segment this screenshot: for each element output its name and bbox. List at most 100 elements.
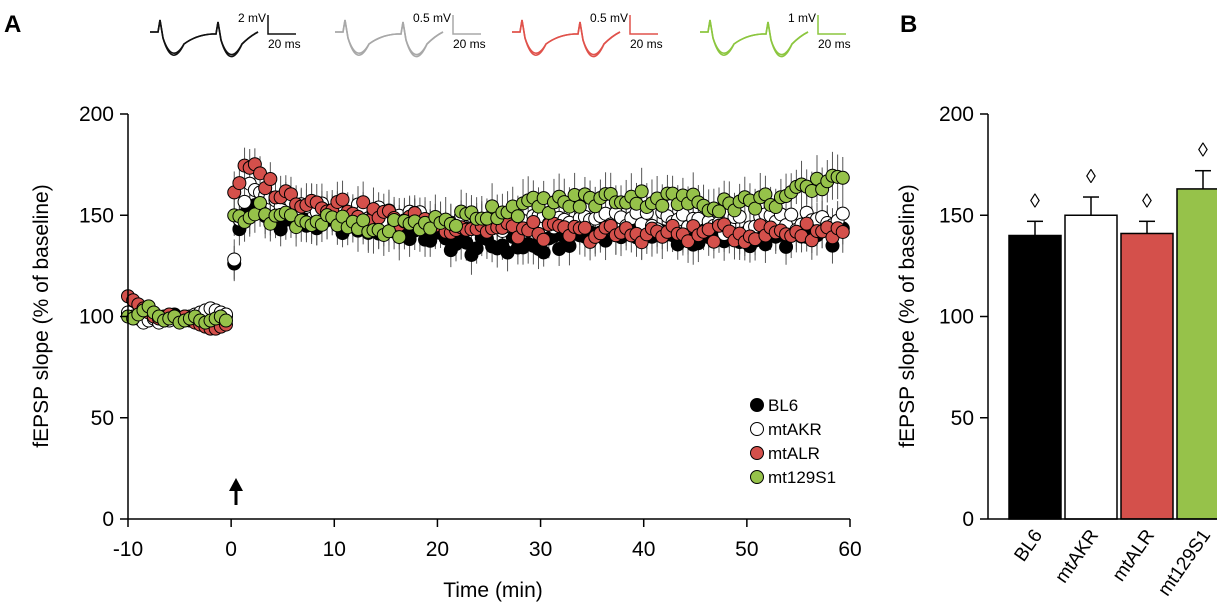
bar-category-label: mtALR: [1109, 526, 1160, 586]
x-tick-label-a: 60: [838, 538, 861, 561]
bar-category-label: mt129S1: [1154, 526, 1215, 600]
trace-waveform: [700, 19, 809, 56]
x-tick-label-a: -10: [113, 538, 143, 561]
arrow-up-icon: [229, 478, 243, 505]
point-mtALR: [681, 234, 696, 249]
time-label: 20 ms: [268, 37, 301, 51]
point-mtALR: [706, 234, 721, 249]
point-mtAKR: [227, 252, 242, 267]
point-mtALR: [335, 192, 350, 207]
y-tick-label-a: 0: [102, 508, 114, 531]
significance-marker: ◊: [1086, 166, 1096, 188]
y-tick-label-a: 100: [79, 306, 114, 329]
amp-label: 0.5 mV: [590, 11, 628, 25]
amp-label: 1 mV: [788, 11, 816, 25]
bars-b: ◊ BL6 ◊ mtAKR ◊ mtALR ◊ mt129S1: [1008, 140, 1217, 600]
y-axis-label-b: fEPSP slope (% of baseline): [896, 184, 919, 447]
x-tick-label-a: 30: [529, 538, 552, 561]
panel-a-label: A: [4, 11, 21, 38]
data-points-a: [121, 157, 850, 336]
legend-marker-BL6: [750, 398, 764, 412]
panel-b-label: B: [900, 11, 917, 38]
y-axis-label-a: fEPSP slope (% of baseline): [30, 184, 53, 447]
point-BL6: [536, 245, 551, 260]
bar-BL6: [1008, 234, 1062, 520]
bar-mtAKR: [1064, 214, 1118, 520]
bar-mt129S1: [1176, 188, 1217, 520]
time-label: 20 ms: [630, 37, 663, 51]
time-label: 20 ms: [453, 37, 486, 51]
x-tick-label-a: 10: [323, 538, 346, 561]
point-mt129S1: [392, 230, 407, 245]
trace-waveform: [512, 19, 621, 58]
legend: BL6 mtAKR mtALR mt129S1: [750, 396, 836, 487]
legend-label-mt129S1: mt129S1: [768, 468, 836, 487]
legend-label-mtAKR: mtAKR: [768, 420, 822, 439]
point-mt129S1: [634, 184, 649, 199]
point-mtAKR: [237, 194, 252, 209]
panel-a-chart: 0 50 100 150 200 -10 0 10 20 30 40 50 60 fEPSP slope…: [30, 103, 862, 602]
x-tick-label-a: 20: [426, 538, 449, 561]
bar-category-label: mtAKR: [1051, 526, 1103, 587]
x-axis-label-a: Time (min): [443, 579, 543, 602]
scale-bar: [267, 15, 296, 35]
trace-waveform: [512, 19, 621, 56]
trace-waveform: [700, 19, 809, 58]
time-label: 20 ms: [818, 37, 851, 51]
amp-label: 2 mV: [238, 11, 266, 25]
trace-waveform: [335, 19, 444, 58]
legend-marker-mtALR: [750, 446, 764, 460]
point-mt129S1: [485, 199, 500, 214]
trace-waveform: [150, 19, 259, 58]
scale-bar: [817, 15, 846, 35]
y-tick-label-b: 150: [939, 204, 974, 227]
legend-label-mtALR: mtALR: [768, 444, 820, 463]
point-mtALR: [799, 216, 814, 231]
point-mt129S1: [218, 313, 233, 328]
trace-waveform: [150, 19, 259, 56]
point-mt129S1: [356, 213, 371, 228]
x-tick-label-a: 40: [632, 538, 655, 561]
point-mt129S1: [448, 218, 463, 233]
panel-b-chart: ◊ BL6 ◊ mtAKR ◊ mtALR ◊ mt129S1 0 50 100 150 200 fE…: [896, 103, 1217, 600]
y-tick-label-b: 100: [939, 306, 974, 329]
legend-marker-mtAKR: [750, 422, 764, 436]
point-mtALR: [577, 220, 592, 235]
scale-bar: [452, 15, 481, 35]
y-tick-label-b: 200: [939, 103, 974, 126]
point-mt129S1: [253, 195, 268, 210]
legend-label-BL6: BL6: [768, 396, 798, 415]
point-mtALR: [835, 224, 850, 239]
point-mt129S1: [572, 199, 587, 214]
point-mtAKR: [835, 206, 850, 221]
point-mtALR: [526, 215, 541, 230]
significance-marker: ◊: [1198, 140, 1208, 162]
point-mtAKR: [784, 207, 799, 222]
amp-label: 0.5 mV: [413, 11, 451, 25]
trace-waveform: [335, 19, 444, 56]
point-mt129S1: [748, 201, 763, 216]
point-mtALR: [356, 195, 371, 210]
point-mtALR: [232, 176, 247, 191]
scale-bar: [629, 15, 658, 35]
point-mtALR: [263, 172, 278, 187]
bar-mtALR: [1120, 232, 1174, 520]
y-tick-label-a: 200: [79, 103, 114, 126]
point-mt129S1: [510, 209, 525, 224]
point-mt129S1: [712, 204, 727, 219]
legend-marker-mt129S1: [750, 470, 764, 484]
x-tick-label-a: 50: [735, 538, 758, 561]
bar-category-label: BL6: [1010, 526, 1047, 566]
significance-marker: ◊: [1030, 190, 1040, 212]
x-tick-label-a: 0: [225, 538, 237, 561]
y-tick-label-b: 0: [962, 508, 974, 531]
axes-b: 0 50 100 150 200: [939, 103, 1217, 531]
point-mtALR: [536, 232, 551, 247]
point-mt129S1: [835, 170, 850, 185]
